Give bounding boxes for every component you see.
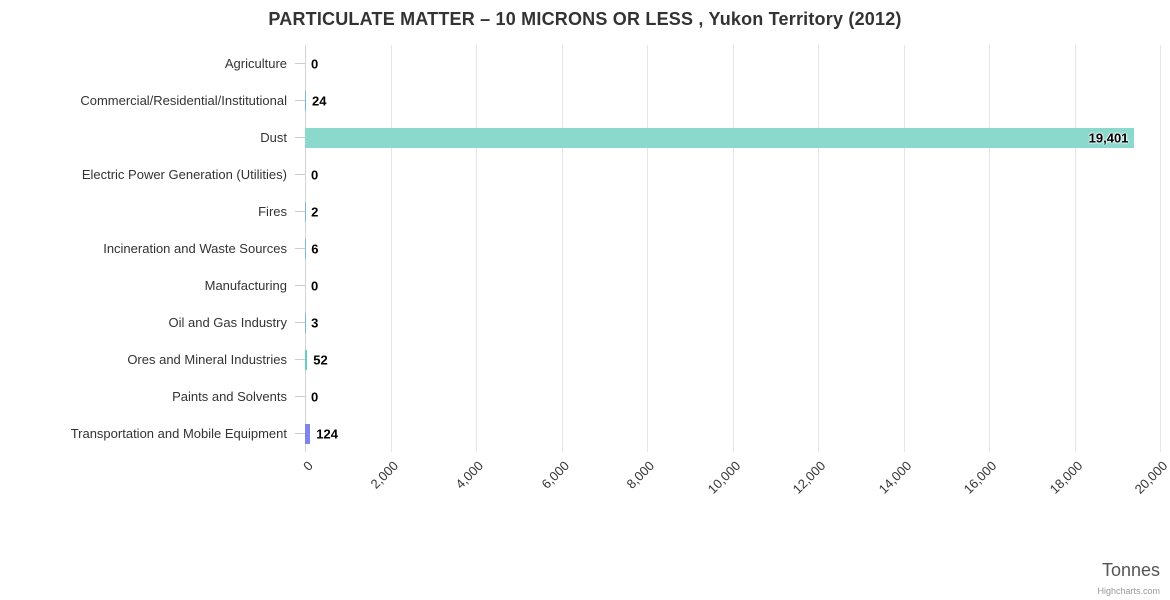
y-axis-tick bbox=[295, 211, 305, 212]
bar-row: Paints and Solvents 0 bbox=[0, 378, 1170, 415]
bar-row: Manufacturing 0 bbox=[0, 267, 1170, 304]
category-label: Agriculture bbox=[224, 56, 287, 71]
bar-row: Dust 19,401 bbox=[0, 119, 1170, 156]
value-label: 19,401 bbox=[1088, 130, 1129, 145]
x-axis-label: 16,000 bbox=[960, 458, 1000, 497]
bar-area: 124 bbox=[305, 415, 1170, 452]
bar-row: Commercial/Residential/Institutional 24 bbox=[0, 82, 1170, 119]
bar-row: Electric Power Generation (Utilities) 0 bbox=[0, 156, 1170, 193]
value-label: 6 bbox=[311, 241, 319, 256]
gridline bbox=[561, 45, 563, 452]
bar[interactable] bbox=[305, 349, 308, 370]
x-axis-label: 2,000 bbox=[367, 458, 402, 492]
value-label: 0 bbox=[311, 167, 319, 182]
bar[interactable] bbox=[305, 127, 1135, 148]
category-label: Transportation and Mobile Equipment bbox=[70, 426, 287, 441]
x-axis-label: 14,000 bbox=[875, 458, 915, 497]
x-axis-label: 8,000 bbox=[623, 458, 658, 492]
y-axis-tick bbox=[295, 433, 305, 434]
gridline bbox=[818, 45, 819, 452]
bar-row: Oil and Gas Industry 3 bbox=[0, 304, 1170, 341]
x-axis-label: 0 bbox=[299, 458, 316, 474]
y-axis-tick bbox=[295, 137, 305, 138]
bar-row: Incineration and Waste Sources 6 bbox=[0, 230, 1170, 267]
bar-area: 0 bbox=[305, 378, 1170, 415]
x-axis-label: 20,000 bbox=[1131, 458, 1170, 497]
bar-area: 3 bbox=[305, 304, 1170, 341]
gridline bbox=[903, 45, 905, 452]
bar-rows: Agriculture 0 Commercial/Residential/Insti… bbox=[0, 45, 1170, 452]
y-axis-tick bbox=[295, 359, 305, 360]
gridline bbox=[647, 45, 648, 452]
category-label: Commercial/Residential/Institutional bbox=[80, 93, 287, 108]
value-label: 24 bbox=[312, 93, 327, 108]
gridline bbox=[476, 45, 477, 452]
bar-area: 0 bbox=[305, 267, 1170, 304]
plot-area: Agriculture 0 Commercial/Residential/Insti… bbox=[0, 45, 1170, 452]
bar-row: Fires 2 bbox=[0, 193, 1170, 230]
bar-row: Transportation and Mobile Equipment 124 bbox=[0, 415, 1170, 452]
y-axis-tick bbox=[295, 174, 305, 175]
bar-area: 24 bbox=[305, 82, 1170, 119]
x-axis: 0 2,000 4,000 6,000 8,000 10,000 12,000 14,000 1… bbox=[0, 452, 1170, 536]
category-label: Manufacturing bbox=[204, 278, 287, 293]
gridline bbox=[989, 45, 990, 452]
x-axis-label: 12,000 bbox=[789, 458, 829, 497]
value-label: 124 bbox=[316, 426, 338, 441]
category-label: Dust bbox=[260, 130, 287, 145]
y-axis-tick bbox=[295, 322, 305, 323]
y-axis-tick bbox=[295, 396, 305, 397]
category-label: Electric Power Generation (Utilities) bbox=[81, 167, 287, 182]
bar[interactable] bbox=[305, 423, 311, 444]
bar-row: Agriculture 0 bbox=[0, 45, 1170, 82]
highcharts-credit[interactable]: Highcharts.com bbox=[1097, 586, 1160, 596]
gridline bbox=[390, 45, 392, 452]
gridline bbox=[1074, 45, 1076, 452]
x-axis-label: 6,000 bbox=[538, 458, 573, 492]
value-label: 2 bbox=[311, 204, 319, 219]
bar-area: 0 bbox=[305, 45, 1170, 82]
gridline bbox=[1160, 45, 1161, 452]
x-axis-label: 4,000 bbox=[452, 458, 487, 492]
x-axis-label: 18,000 bbox=[1046, 458, 1086, 497]
value-label: 52 bbox=[313, 352, 328, 367]
x-axis-title: Tonnes bbox=[1101, 560, 1160, 580]
bar-area: 52 bbox=[305, 341, 1170, 378]
category-label: Fires bbox=[258, 204, 287, 219]
gridline bbox=[732, 45, 734, 452]
bar[interactable] bbox=[305, 90, 307, 111]
value-label: 0 bbox=[311, 56, 319, 71]
bar-area: 0 bbox=[305, 156, 1170, 193]
y-axis-line bbox=[305, 45, 306, 452]
category-label: Ores and Mineral Industries bbox=[127, 352, 287, 367]
chart-title: PARTICULATE MATTER – 10 MICRONS OR LESS … bbox=[268, 9, 902, 29]
category-label: Oil and Gas Industry bbox=[168, 315, 288, 330]
y-axis-tick bbox=[295, 285, 305, 286]
category-label: Incineration and Waste Sources bbox=[103, 241, 287, 256]
value-label: 3 bbox=[311, 315, 319, 330]
bar-row: Ores and Mineral Industries 52 bbox=[0, 341, 1170, 378]
x-axis-label: 10,000 bbox=[704, 458, 744, 497]
y-axis-tick bbox=[295, 248, 305, 249]
bar-area: 19,401 bbox=[305, 119, 1170, 156]
bar-area: 6 bbox=[305, 230, 1170, 267]
category-label: Paints and Solvents bbox=[172, 389, 287, 404]
value-label: 0 bbox=[311, 278, 319, 293]
value-label: 0 bbox=[311, 389, 319, 404]
bar-area: 2 bbox=[305, 193, 1170, 230]
y-axis-tick bbox=[295, 100, 305, 101]
y-axis-tick bbox=[295, 63, 305, 64]
